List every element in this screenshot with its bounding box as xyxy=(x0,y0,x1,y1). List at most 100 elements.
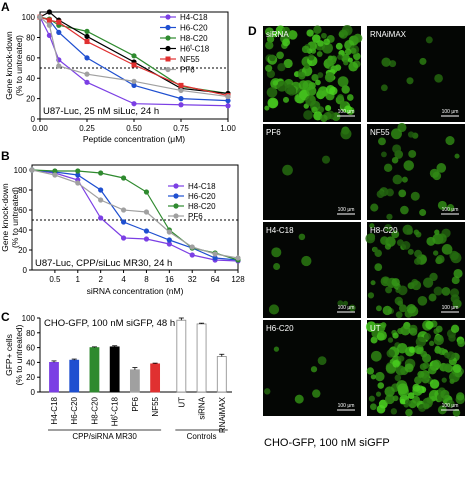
scale-bar-label: 100 μm xyxy=(338,207,355,213)
micrograph-cell xyxy=(438,347,446,356)
panel-b-legend-label: H8-C20 xyxy=(188,202,216,211)
panel-c-group-label: CPP/siRNA MR30 xyxy=(72,432,137,441)
panel-b-data-point xyxy=(212,251,218,257)
panel-b-data-point xyxy=(120,235,127,241)
scale-bar-label: 100 μm xyxy=(442,207,459,213)
micrograph-cell xyxy=(380,236,389,245)
micrograph-cell xyxy=(377,382,385,389)
micrograph-cell xyxy=(429,379,440,389)
micrograph-cell xyxy=(381,151,387,158)
micrograph-label: H4-C18 xyxy=(266,226,294,235)
panel-b-data-point xyxy=(52,172,58,178)
panel-b-legend-marker xyxy=(173,183,179,189)
micrograph-cell xyxy=(305,95,316,106)
micrograph-cell xyxy=(271,247,282,258)
micrograph-cell xyxy=(368,395,375,402)
micrograph-tile: PF6 100 μm xyxy=(263,124,361,220)
micrograph-cell xyxy=(347,57,353,63)
micrograph-cell xyxy=(380,84,388,92)
micrograph-cell xyxy=(311,34,321,43)
micrograph-cell xyxy=(341,53,350,63)
panel-b-legend-label: H4-C18 xyxy=(188,182,216,191)
micrograph-cell xyxy=(265,64,273,72)
panel-c-bar xyxy=(216,356,227,393)
micrograph-cell xyxy=(429,340,435,347)
micrograph-background xyxy=(367,26,465,122)
micrograph-label: siRNA xyxy=(266,30,289,39)
panel-b-series-line xyxy=(31,169,239,261)
panel-c-annotation: CHO-GFP, 100 nM siGFP, 48 h xyxy=(44,318,175,329)
panel-b-legend-marker xyxy=(173,193,179,199)
panel-a-data-point xyxy=(131,78,137,84)
panel-letter-b: B xyxy=(1,149,10,163)
micrograph-cell xyxy=(384,386,395,397)
micrograph-cell xyxy=(436,255,445,264)
micrograph-cell xyxy=(268,54,276,62)
micrograph-cell xyxy=(346,94,354,101)
panel-c-category-label: PF6 xyxy=(131,396,140,411)
panel-a-data-point xyxy=(131,53,137,59)
micrograph-cell xyxy=(398,355,405,362)
panel-a-data-point xyxy=(131,62,137,68)
micrograph-cell xyxy=(281,26,291,35)
micrograph-cell xyxy=(397,327,404,335)
micrograph-cell xyxy=(403,160,415,171)
panel-c-bar xyxy=(69,359,80,393)
micrograph-cell xyxy=(390,128,402,140)
micrograph-cell xyxy=(298,90,308,100)
panel-b-data-point xyxy=(52,168,58,174)
micrograph-cell xyxy=(386,188,394,197)
micrograph-cell xyxy=(370,336,378,344)
micrograph-cell xyxy=(310,366,318,373)
micrograph-cell xyxy=(350,47,357,54)
panel-b-ylabel: Gene knock-down(% to untreated) xyxy=(0,183,20,252)
panel-c-bar xyxy=(176,319,187,393)
micrograph-cell xyxy=(384,394,395,405)
micrograph-cell xyxy=(315,79,321,86)
scale-bar-label: 100 μm xyxy=(338,305,355,311)
panel-a-legend-label: H6t-C18 xyxy=(180,45,210,54)
micrograph-cell xyxy=(336,94,344,102)
micrograph-cell xyxy=(366,367,375,375)
micrograph-cell xyxy=(386,349,395,358)
micrograph-cell xyxy=(323,38,331,46)
micrograph-cell xyxy=(400,325,411,336)
panel-a-data-point xyxy=(225,98,231,104)
micrograph-cell xyxy=(353,33,363,43)
micrograph-cell xyxy=(301,45,310,54)
micrograph-cell xyxy=(399,398,406,405)
micrograph-cell xyxy=(433,286,443,296)
micrograph-cell xyxy=(288,30,296,38)
panel-a-legend-label: H4-C18 xyxy=(180,13,208,22)
micrograph-cell xyxy=(317,86,329,97)
micrograph-cell xyxy=(375,305,382,312)
micrograph-cell xyxy=(337,300,344,307)
micrograph-cell xyxy=(456,392,465,401)
micrograph-cell xyxy=(450,294,460,304)
panel-c-category-label: UT xyxy=(177,397,186,408)
micrograph-tile: siRNA 100 μm xyxy=(263,24,363,122)
micrograph-cell xyxy=(401,176,408,183)
panel-a-xtick-label: 0.00 xyxy=(32,124,48,133)
panel-c-category-label: H4-C18 xyxy=(50,396,59,424)
panel-a-data-point xyxy=(225,103,231,109)
panel-a-data-point xyxy=(178,87,184,94)
micrograph-cell xyxy=(452,408,461,417)
micrograph-cell xyxy=(264,105,270,111)
micrograph-tile: UT 100 μm xyxy=(365,320,465,417)
panel-a-legend-label: H6-C20 xyxy=(180,24,208,33)
panel-a-data-point xyxy=(131,82,137,88)
panel-b-data-point xyxy=(143,228,150,234)
panel-b-data-point xyxy=(98,170,104,176)
micrograph-cell xyxy=(313,25,322,34)
micrograph-cell xyxy=(419,209,427,217)
scale-bar-label: 100 μm xyxy=(442,305,459,311)
panel-b-xlabel: siRNA concentration (nM) xyxy=(87,286,184,296)
micrograph-cell xyxy=(407,131,415,138)
micrograph-cell xyxy=(446,399,455,408)
micrograph-cell xyxy=(375,371,385,382)
micrograph-cell xyxy=(311,106,318,114)
micrograph-cell xyxy=(423,333,431,341)
panel-a-xtick-label: 0.25 xyxy=(79,124,95,133)
